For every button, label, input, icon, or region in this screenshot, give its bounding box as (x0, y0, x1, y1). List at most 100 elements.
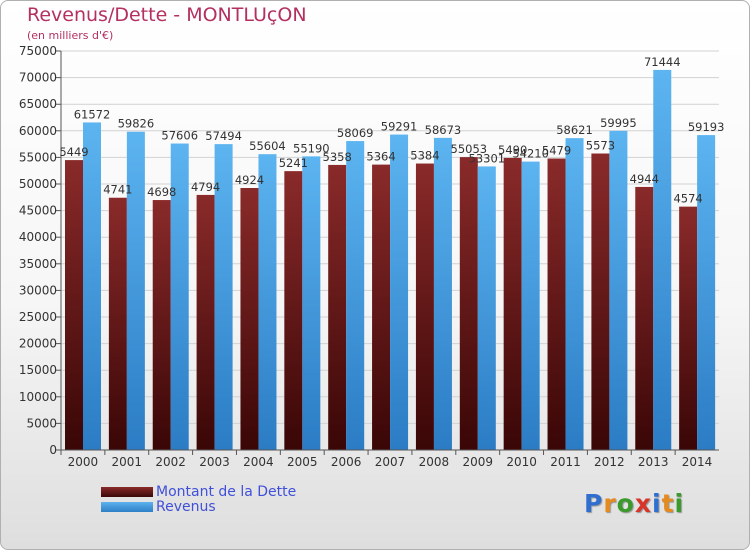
proxiti-logo: Proxiti (584, 489, 684, 518)
logo-letter: r (603, 489, 617, 518)
bar-revenus (346, 141, 365, 450)
bar-dette (679, 206, 698, 450)
bar-dette (196, 194, 215, 450)
x-tick-label: 2014 (682, 455, 713, 469)
value-label: 4741 (103, 183, 132, 197)
bar-revenus (390, 134, 409, 450)
bar-revenus (433, 137, 452, 451)
value-label: 5241 (279, 156, 308, 170)
value-label: 53301 (469, 151, 506, 165)
value-label: 58621 (556, 123, 593, 137)
value-label: 5358 (323, 150, 352, 164)
bar-dette (547, 158, 566, 450)
value-label: 54210 (512, 147, 549, 161)
x-tick-label: 2010 (506, 455, 537, 469)
value-label: 5573 (586, 139, 615, 153)
y-tick-label: 15000 (19, 363, 57, 377)
x-tick-label: 2008 (419, 455, 450, 469)
value-label: 71444 (644, 55, 681, 69)
bar-revenus (653, 69, 672, 451)
x-tick-label: 2011 (550, 455, 581, 469)
x-tick-label: 2000 (68, 455, 99, 469)
x-tick-label: 2009 (462, 455, 493, 469)
bar-revenus (83, 122, 101, 451)
value-label: 55053 (451, 142, 488, 156)
x-tick-label: 2002 (155, 455, 186, 469)
bar-revenus (302, 156, 321, 450)
y-tick-label: 40000 (19, 230, 57, 244)
bar-dette (459, 157, 478, 450)
value-labels: 5449 61572 4741 59826 4698 57606 4794 57494 4924… (59, 55, 724, 206)
x-tick-label: 2013 (638, 455, 669, 469)
bar-revenus (521, 161, 540, 451)
bar-dette (372, 164, 391, 451)
bar-revenus (126, 131, 145, 450)
logo-letter: i (652, 489, 662, 518)
value-label: 4698 (147, 185, 176, 199)
legend-label-revenus: Revenus (156, 499, 216, 515)
y-axis: 0 5000 10000 15000 20000 25000 30000 35000 40000… (19, 44, 62, 457)
value-label: 5384 (410, 149, 439, 163)
chart-subtitle: (en milliers d'€) (27, 29, 114, 42)
y-tick-label: 50000 (19, 177, 57, 191)
y-tick-label: 60000 (19, 124, 57, 138)
value-label: 5364 (366, 150, 395, 164)
logo-letter: t (661, 489, 675, 518)
y-tick-label: 70000 (19, 71, 57, 85)
legend-label-dette: Montant de la Dette (156, 484, 297, 500)
y-tick-label: 65000 (19, 97, 57, 111)
x-axis: 2000 2001 2002 2003 2004 2005 2006 2007 2008 2009… (60, 449, 719, 469)
y-tick-label: 35000 (19, 257, 57, 271)
value-label: 59193 (688, 120, 725, 134)
bar-dette (108, 197, 127, 450)
value-label: 5479 (542, 144, 571, 158)
legend-swatch-revenus (101, 502, 153, 512)
y-tick-label: 75000 (19, 44, 57, 58)
x-tick-label: 2006 (331, 455, 362, 469)
x-tick-label: 2005 (287, 455, 318, 469)
y-tick-label: 10000 (19, 390, 57, 404)
value-label: 58673 (425, 123, 462, 137)
y-tick-label: 25000 (19, 310, 57, 324)
x-tick-label: 2003 (199, 455, 230, 469)
bar-revenus (258, 154, 277, 451)
value-label: 4924 (235, 173, 264, 187)
logo-letter: x (634, 489, 652, 518)
bar-dette (240, 188, 259, 450)
value-label: 5490 (498, 143, 527, 157)
bar-dette (152, 200, 171, 450)
x-tick-label: 2001 (112, 455, 143, 469)
value-label: 57606 (161, 129, 198, 143)
bar-revenus (609, 130, 628, 450)
y-tick-label: 5000 (26, 416, 57, 430)
bar-dette (284, 171, 303, 451)
y-tick-label: 30000 (19, 283, 57, 297)
bars (65, 69, 716, 451)
bar-dette (503, 157, 522, 450)
x-tick-label: 2004 (243, 455, 274, 469)
bar-revenus (170, 143, 189, 451)
bar-dette (65, 160, 83, 450)
chart-title: Revenus/Dette - MONTLUçON (27, 4, 307, 26)
value-label: 59291 (381, 120, 418, 134)
value-label: 55190 (293, 141, 330, 155)
bar-dette (415, 163, 434, 450)
y-tick-label: 45000 (19, 204, 57, 218)
logo-letter: i (674, 489, 685, 518)
bar-revenus (214, 144, 233, 450)
legend-swatch-dette (101, 487, 153, 497)
value-label: 5449 (59, 145, 88, 159)
value-label: 61572 (74, 107, 111, 121)
bar-revenus (697, 135, 716, 450)
value-label: 4944 (630, 172, 659, 186)
x-tick-label: 2012 (594, 455, 625, 469)
value-label: 55604 (249, 139, 286, 153)
logo-letter: P (584, 489, 604, 518)
x-tick-label: 2007 (375, 455, 406, 469)
bar-revenus (477, 166, 496, 451)
y-tick-label: 0 (49, 443, 57, 457)
bar-dette (591, 153, 610, 450)
bar-dette (328, 164, 347, 450)
